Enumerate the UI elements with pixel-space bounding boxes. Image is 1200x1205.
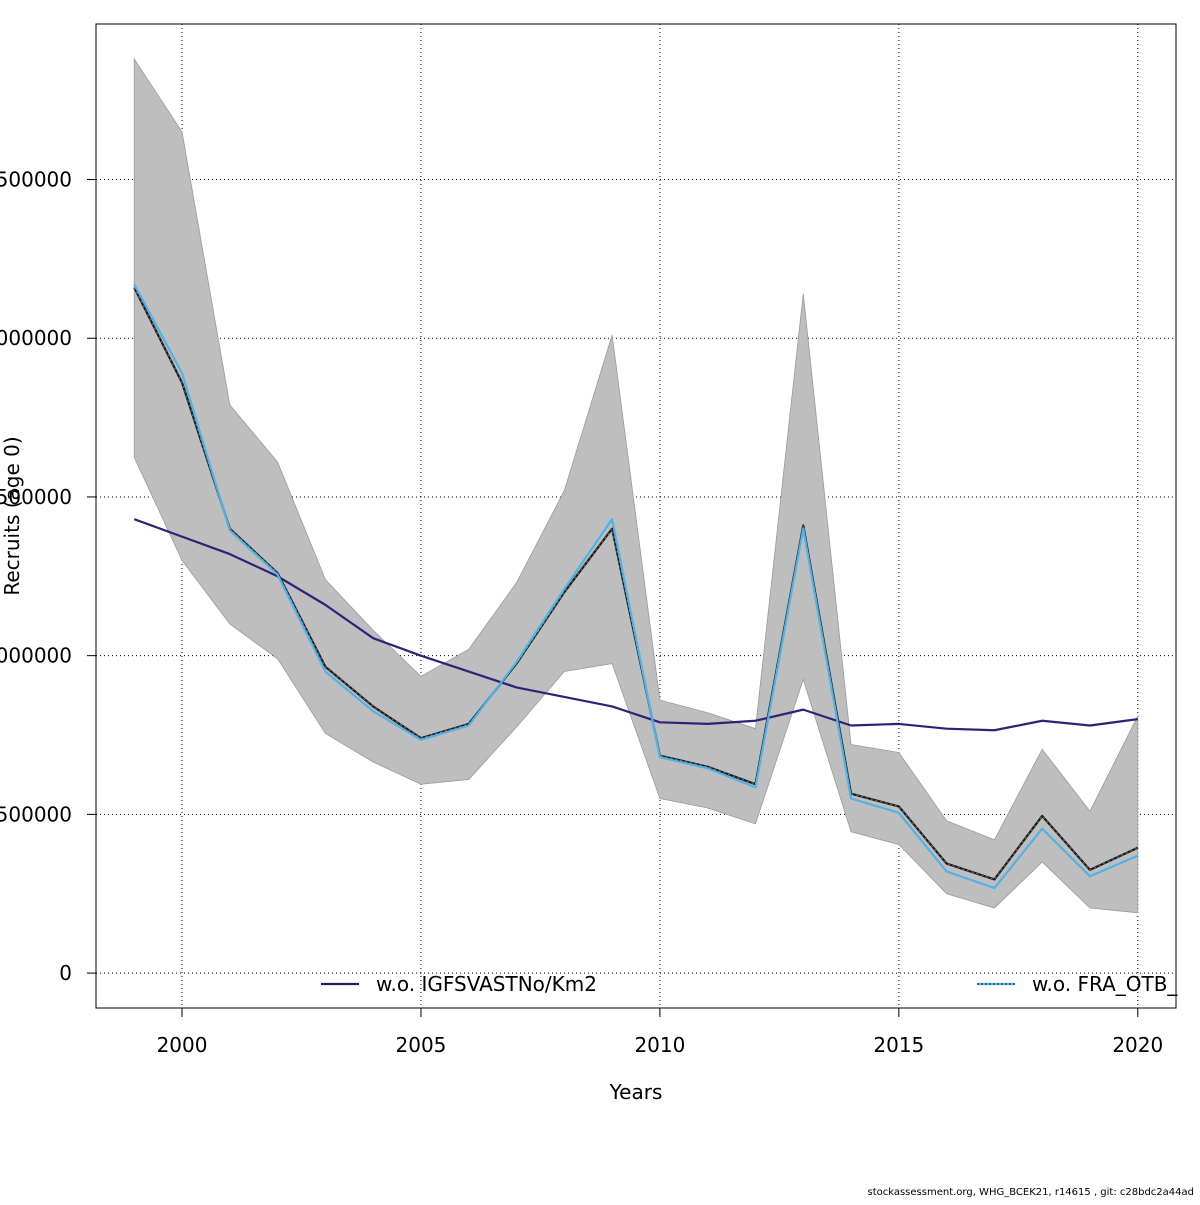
y-tick-label: 0 <box>59 961 72 985</box>
x-tick-label: 2010 <box>634 1033 685 1057</box>
plot-frame <box>95 23 1177 1009</box>
x-tick-label: 2020 <box>1112 1033 1163 1057</box>
series-line-w-o-igfsvastno-km2 <box>133 518 1138 732</box>
y-axis-title: Recruits (age 0) <box>0 436 24 595</box>
legend-label: w.o. FRA_OTB_ <box>1032 972 1178 996</box>
legend-label: w.o. IGFSVASTNo/Km2 <box>376 972 597 996</box>
x-tick-label: 2005 <box>396 1033 447 1057</box>
x-tick-label: 2015 <box>873 1033 924 1057</box>
footer-credit: stockassessment.org, WHG_BCEK21, r14615 … <box>867 1187 1194 1198</box>
y-tick-label: 1500000 <box>0 485 72 509</box>
x-axis-title: Years <box>609 1080 663 1104</box>
series-layer <box>133 283 1139 890</box>
series-line-w-o-fra-otb <box>133 283 1139 890</box>
x-tick-label: 2000 <box>157 1033 208 1057</box>
confidence-band-layer <box>133 57 1139 914</box>
y-tick-label: 2500000 <box>0 168 72 192</box>
y-tick-label: 500000 <box>0 802 72 826</box>
legend: w.o. IGFSVASTNo/Km2 w.o. FRA_OTB_ <box>321 972 1178 996</box>
y-tick-label: 1000000 <box>0 644 72 668</box>
y-axis: 0 500000 1000000 1500000 2000000 2500000 <box>0 168 96 985</box>
x-axis: 2000 2005 2010 2015 2020 <box>157 1008 1163 1057</box>
confidence-band <box>133 57 1139 914</box>
y-tick-label: 2000000 <box>0 326 72 350</box>
